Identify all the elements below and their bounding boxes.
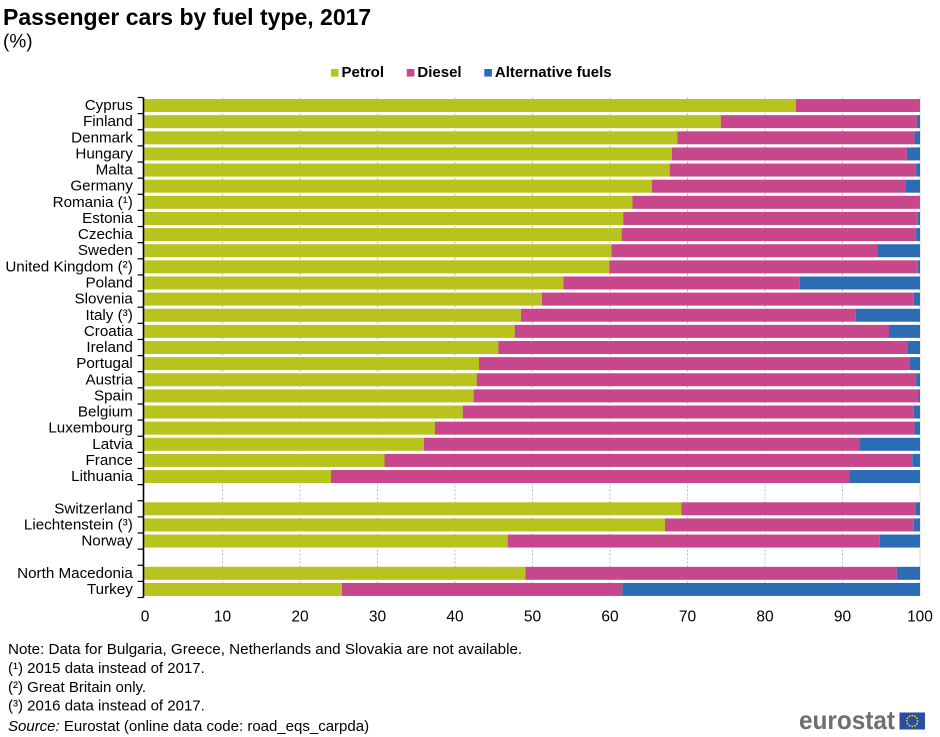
svg-text:0: 0 bbox=[141, 609, 150, 626]
svg-text:Turkey: Turkey bbox=[87, 581, 133, 598]
svg-text:Luxembourg: Luxembourg bbox=[48, 420, 132, 437]
svg-text:90: 90 bbox=[834, 609, 852, 626]
svg-text:Ireland: Ireland bbox=[86, 339, 132, 356]
svg-text:100: 100 bbox=[907, 609, 933, 626]
svg-text:50: 50 bbox=[524, 609, 542, 626]
svg-text:United Kingdom (²): United Kingdom (²) bbox=[5, 258, 132, 275]
svg-text:Norway: Norway bbox=[81, 533, 133, 550]
svg-text:Czechia: Czechia bbox=[78, 226, 133, 243]
svg-text:Switzerland: Switzerland bbox=[54, 500, 133, 517]
svg-text:20: 20 bbox=[291, 609, 309, 626]
svg-text:Denmark: Denmark bbox=[71, 129, 133, 146]
svg-text:70: 70 bbox=[679, 609, 697, 626]
svg-text:Portugal: Portugal bbox=[76, 355, 133, 372]
svg-text:Latvia: Latvia bbox=[92, 436, 133, 453]
svg-text:Passenger cars by fuel type, 2: Passenger cars by fuel type, 2017 bbox=[3, 4, 371, 30]
svg-text:Estonia: Estonia bbox=[82, 210, 133, 227]
svg-text:Alternative fuels: Alternative fuels bbox=[495, 64, 612, 81]
svg-text:(¹) 2015 data instead of 2017.: (¹) 2015 data instead of 2017. bbox=[8, 660, 205, 677]
svg-text:Hungary: Hungary bbox=[75, 145, 133, 162]
svg-text:Austria: Austria bbox=[86, 371, 134, 388]
svg-text:Slovenia: Slovenia bbox=[75, 291, 134, 308]
svg-text:Spain: Spain bbox=[94, 387, 133, 404]
svg-text:(²) Great Britain only.: (²) Great Britain only. bbox=[8, 679, 146, 696]
svg-text:Source: Eurostat (online data: Source: Eurostat (online data code: road… bbox=[8, 718, 369, 735]
svg-text:Petrol: Petrol bbox=[342, 64, 385, 81]
svg-text:Italy (³): Italy (³) bbox=[86, 307, 133, 324]
svg-text:(%): (%) bbox=[3, 32, 33, 53]
svg-text:40: 40 bbox=[446, 609, 464, 626]
svg-text:eurostat: eurostat bbox=[799, 705, 895, 735]
svg-text:Finland: Finland bbox=[83, 113, 133, 130]
svg-text:Note: Data for Bulgaria, Gree: Note: Data for Bulgaria, Greece, Netherl… bbox=[8, 641, 522, 658]
svg-text:Belgium: Belgium bbox=[78, 404, 133, 421]
svg-text:80: 80 bbox=[756, 609, 774, 626]
svg-text:Cyprus: Cyprus bbox=[85, 97, 134, 114]
svg-text:Diesel: Diesel bbox=[417, 64, 461, 81]
svg-text:Sweden: Sweden bbox=[78, 242, 133, 259]
svg-text:Romania (¹): Romania (¹) bbox=[53, 194, 133, 211]
svg-text:France: France bbox=[86, 452, 133, 469]
svg-text:Liechtenstein (³): Liechtenstein (³) bbox=[24, 516, 133, 533]
svg-text:Germany: Germany bbox=[70, 178, 133, 195]
svg-text:10: 10 bbox=[214, 609, 232, 626]
svg-text:(³) 2016 data instead of 2017.: (³) 2016 data instead of 2017. bbox=[8, 698, 205, 715]
svg-text:North Macedonia: North Macedonia bbox=[17, 565, 133, 582]
svg-text:Croatia: Croatia bbox=[84, 323, 134, 340]
svg-text:Poland: Poland bbox=[86, 274, 133, 291]
svg-text:Malta: Malta bbox=[96, 162, 134, 179]
svg-text:30: 30 bbox=[369, 609, 387, 626]
svg-text:60: 60 bbox=[601, 609, 619, 626]
svg-text:Lithuania: Lithuania bbox=[71, 468, 133, 485]
